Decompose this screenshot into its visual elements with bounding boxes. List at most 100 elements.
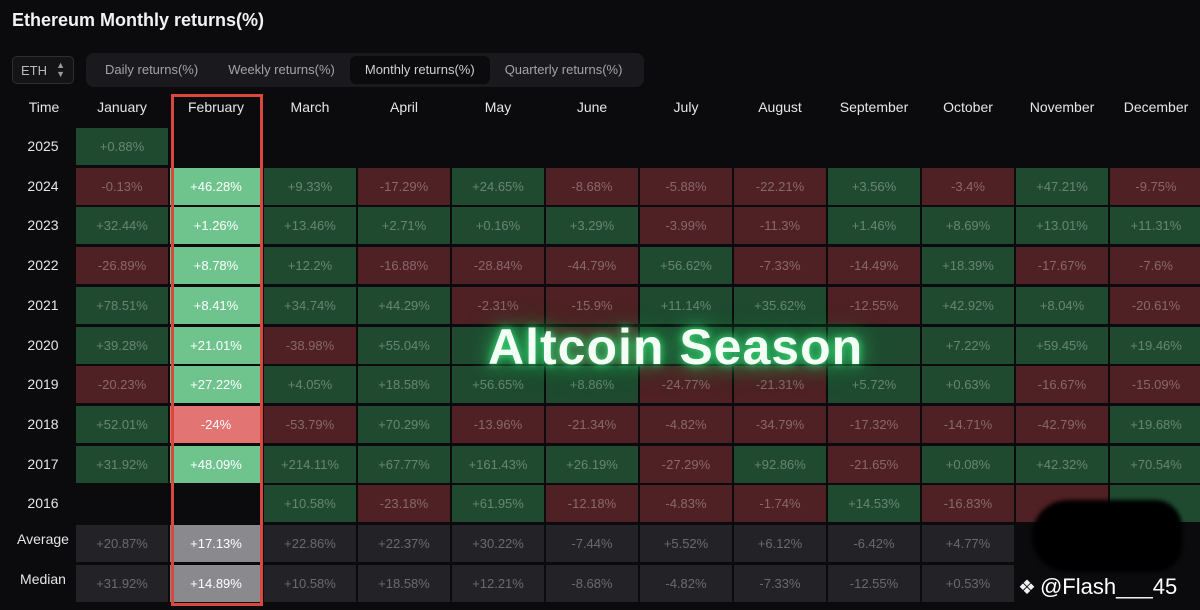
return-cell-2023-april: +2.71% — [358, 207, 450, 245]
return-cell-2018-october: -14.71% — [922, 405, 1014, 443]
return-cell-2025-august — [734, 128, 826, 165]
month-header-november: November — [1029, 99, 1095, 115]
month-header-december: December — [1123, 99, 1189, 115]
return-cell-2018-february: -24% — [170, 405, 262, 443]
return-cell-2023-july: -3.99% — [640, 207, 732, 245]
row-label-2017: 2017 — [27, 455, 59, 472]
return-cell-2016-may: +61.95% — [452, 485, 544, 523]
asset-select[interactable]: ETH ▲ ▼ — [12, 56, 74, 84]
row-label-2018: 2018 — [27, 415, 59, 432]
return-cell-median-may: +12.21% — [452, 564, 544, 602]
tab-monthly-returns[interactable]: Monthly returns(%) — [349, 56, 490, 84]
return-cell-2019-february: +27.22% — [170, 366, 262, 404]
return-cell-2025-april — [358, 128, 450, 165]
return-cell-2021-january: +78.51% — [76, 286, 168, 324]
return-cell-2021-august: +35.62% — [734, 286, 826, 324]
return-cell-average-june: -7.44% — [546, 525, 638, 562]
return-cell-2018-may: -13.96% — [452, 405, 544, 443]
return-cell-2023-february: +1.26% — [170, 207, 262, 245]
return-cell-2020-january: +39.28% — [76, 326, 168, 364]
return-cell-2022-december: -7.6% — [1110, 247, 1200, 285]
return-cell-2018-august: -34.79% — [734, 405, 826, 443]
return-cell-2019-april: +18.58% — [358, 366, 450, 404]
month-header-july: July — [673, 99, 699, 115]
return-cell-2022-november: -17.67% — [1016, 247, 1108, 285]
return-cell-2023-june: +3.29% — [546, 207, 638, 245]
return-cell-2025-february — [170, 128, 262, 165]
return-cell-median-august: -7.33% — [734, 564, 826, 602]
return-cell-2021-february: +8.41% — [170, 286, 262, 324]
return-cell-2020-february: +21.01% — [170, 326, 262, 364]
row-label-average: Average — [17, 531, 69, 547]
return-cell-2020-november: +59.45% — [1016, 326, 1108, 364]
return-cell-average-august: +6.12% — [734, 525, 826, 562]
binance-diamond-icon: ❖ — [1018, 576, 1036, 599]
return-cell-2024-january: -0.13% — [76, 167, 168, 205]
return-cell-2024-october: -3.4% — [922, 167, 1014, 205]
tab-quarterly-returns[interactable]: Quarterly returns(%) — [504, 62, 623, 77]
return-cell-2018-march: -53.79% — [264, 405, 356, 443]
tab-daily-returns[interactable]: Daily returns(%) — [105, 62, 199, 77]
return-cell-2017-november: +42.32% — [1016, 445, 1108, 483]
tab-weekly-returns[interactable]: Weekly returns(%) — [228, 62, 335, 77]
return-cell-2024-november: +47.21% — [1016, 167, 1108, 205]
return-cell-2020-december: +19.46% — [1110, 326, 1200, 364]
month-header-february: February — [187, 99, 245, 115]
return-cell-average-july: +5.52% — [640, 525, 732, 562]
return-cell-2017-january: +31.92% — [76, 445, 168, 483]
return-cell-2016-january — [76, 485, 168, 522]
return-cell-2016-april: -23.18% — [358, 485, 450, 523]
return-cell-average-march: +22.86% — [264, 525, 356, 562]
return-cell-2016-october: -16.83% — [922, 485, 1014, 523]
return-cell-2017-october: +0.08% — [922, 445, 1014, 483]
return-cell-median-march: +10.58% — [264, 564, 356, 602]
return-cell-median-january: +31.92% — [76, 564, 168, 602]
return-cell-2018-november: -42.79% — [1016, 405, 1108, 443]
return-cell-2017-june: +26.19% — [546, 445, 638, 483]
return-cell-2020-september — [828, 326, 920, 364]
return-cell-2019-september: +5.72% — [828, 366, 920, 404]
return-cell-2017-september: -21.65% — [828, 445, 920, 483]
return-cell-2017-march: +214.11% — [264, 445, 356, 483]
watermark: ❖ @Flash___45 — [1018, 574, 1177, 600]
return-cell-2021-september: -12.55% — [828, 286, 920, 324]
return-cell-2020-october: +7.22% — [922, 326, 1014, 364]
return-cell-2016-august: -1.74% — [734, 485, 826, 523]
return-cell-2020-may — [452, 326, 544, 364]
return-cell-2024-may: +24.65% — [452, 167, 544, 205]
return-cell-2021-april: +44.29% — [358, 286, 450, 324]
return-cell-2023-january: +32.44% — [76, 207, 168, 245]
return-cell-2018-december: +19.68% — [1110, 405, 1200, 443]
return-cell-2019-october: +0.63% — [922, 366, 1014, 404]
return-cell-median-june: -8.68% — [546, 564, 638, 602]
return-cell-2020-april: +55.04% — [358, 326, 450, 364]
row-label-2020: 2020 — [27, 336, 59, 353]
month-header-august: August — [758, 99, 802, 115]
return-cell-2020-july — [640, 326, 732, 364]
return-cell-median-april: +18.58% — [358, 564, 450, 602]
return-cell-average-may: +30.22% — [452, 525, 544, 562]
return-cell-2020-august — [734, 326, 826, 364]
return-cell-2019-june: +8.86% — [546, 366, 638, 404]
redacted-blur — [1032, 500, 1182, 572]
return-cell-2024-april: -17.29% — [358, 167, 450, 205]
return-cell-2017-august: +92.86% — [734, 445, 826, 483]
return-cell-2025-january: +0.88% — [76, 128, 168, 165]
return-cell-median-september: -12.55% — [828, 564, 920, 602]
month-header-june: June — [576, 99, 608, 115]
asset-select-value: ETH — [21, 62, 47, 78]
return-cell-2025-november — [1016, 128, 1108, 165]
return-cell-2025-march — [264, 128, 356, 165]
return-cell-2024-march: +9.33% — [264, 167, 356, 205]
return-cell-2023-september: +1.46% — [828, 207, 920, 245]
return-cell-2022-october: +18.39% — [922, 247, 1014, 285]
return-cell-2021-may: -2.31% — [452, 286, 544, 324]
return-cell-2021-november: +8.04% — [1016, 286, 1108, 324]
return-cell-average-october: +4.77% — [922, 525, 1014, 562]
row-label-2019: 2019 — [27, 376, 59, 393]
return-cell-2016-february — [170, 485, 262, 522]
return-cell-2022-september: -14.49% — [828, 247, 920, 285]
return-cell-2023-october: +8.69% — [922, 207, 1014, 245]
return-cell-2025-december — [1110, 128, 1200, 165]
row-label-median: Median — [20, 570, 66, 587]
